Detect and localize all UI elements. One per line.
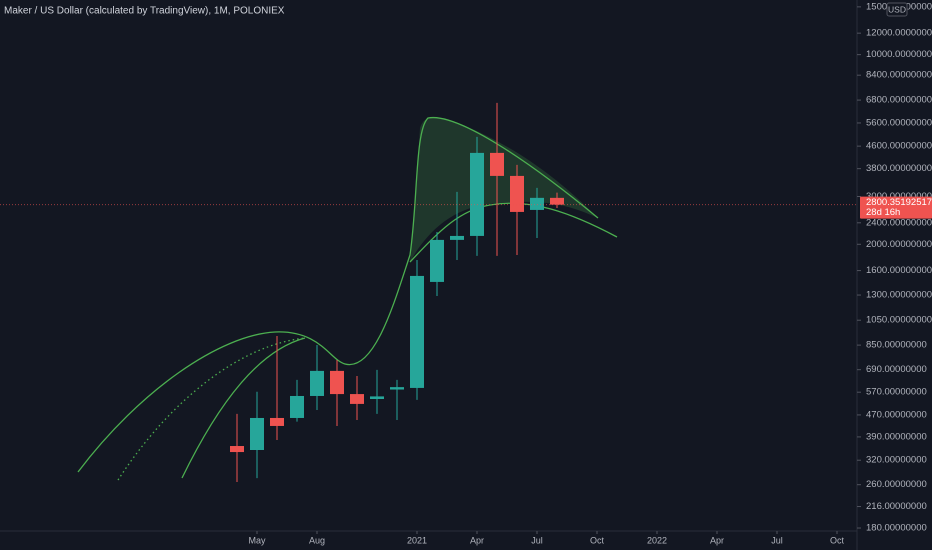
- x-tick-label: 2021: [407, 535, 427, 545]
- y-tick-label: 10000.00000000: [866, 49, 932, 60]
- candle-body: [550, 197, 564, 205]
- candle-body: [250, 417, 264, 451]
- y-tick-label: 320.00000000: [866, 455, 927, 466]
- y-tick-label: 3000.00000000: [866, 191, 932, 202]
- y-tick-label: 2000.00000000: [866, 239, 932, 250]
- y-tick-label: 180.00000000: [866, 523, 927, 534]
- y-tick-label: 3800.00000000: [866, 163, 932, 174]
- y-tick-label: 850.00000000: [866, 340, 927, 351]
- y-tick-label: 1300.00000000: [866, 290, 932, 301]
- y-tick-label: 216.00000000: [866, 501, 927, 512]
- y-tick-label: 4600.00000000: [866, 141, 932, 152]
- candle-body: [370, 396, 384, 400]
- y-tick-label: 2400.00000000: [866, 217, 932, 228]
- candle-body: [290, 395, 304, 418]
- indicator: [77, 116, 618, 481]
- indicator-lower: [409, 202, 618, 263]
- indicator-inner: [181, 337, 306, 479]
- y-tick-label: 1050.00000000: [866, 315, 932, 326]
- x-tick-label: 2022: [647, 535, 667, 545]
- candle-body: [530, 197, 544, 210]
- x-tick-label: Jul: [531, 535, 543, 545]
- candle-body: [430, 239, 444, 282]
- candle-body: [470, 152, 484, 236]
- y-tick-label: 12000.00000000: [866, 28, 932, 39]
- y-tick-label: 1600.00000000: [866, 265, 932, 276]
- y-tick-label: 470.00000000: [866, 409, 927, 420]
- countdown-label: 28d 16h: [866, 207, 900, 218]
- candle-body: [490, 152, 504, 176]
- y-tick-label: 260.00000000: [866, 479, 927, 490]
- candle-body: [330, 370, 344, 395]
- y-tick-label: 8400.00000000: [866, 70, 932, 81]
- currency-box: [886, 2, 908, 17]
- currency-label: USD: [888, 4, 906, 14]
- chart-title: Maker / US Dollar (calculated by Trading…: [4, 6, 285, 17]
- candle-body: [270, 417, 284, 426]
- y-tick-label: 570.00000000: [866, 387, 927, 398]
- x-tick-label: Aug: [309, 535, 325, 545]
- last-price-label: 2800.35192517: [866, 197, 932, 208]
- candle-body: [510, 175, 524, 212]
- y-tick-label: 5600.00000000: [866, 117, 932, 128]
- last-price-box: [860, 196, 932, 219]
- y-tick-label: 690.00000000: [866, 364, 927, 375]
- candle-body: [310, 370, 324, 396]
- candle-body: [410, 275, 424, 388]
- x-tick-label: Oct: [830, 535, 845, 545]
- candle-body: [450, 235, 464, 240]
- indicator-upper: [77, 116, 599, 473]
- x-tick-label: Apr: [710, 535, 724, 545]
- x-tick-label: Jul: [771, 535, 783, 545]
- indicator-fill: [410, 117, 598, 262]
- y-tick-label: 6800.00000000: [866, 95, 932, 106]
- indicator-dotted: [117, 337, 306, 481]
- candle-body: [390, 387, 404, 390]
- x-tick-label: Oct: [590, 535, 605, 545]
- candle-body: [230, 446, 244, 453]
- x-tick-label: Apr: [470, 535, 484, 545]
- x-tick-label: May: [248, 535, 266, 545]
- y-tick-label: 390.00000000: [866, 431, 927, 442]
- candle-body: [350, 394, 364, 404]
